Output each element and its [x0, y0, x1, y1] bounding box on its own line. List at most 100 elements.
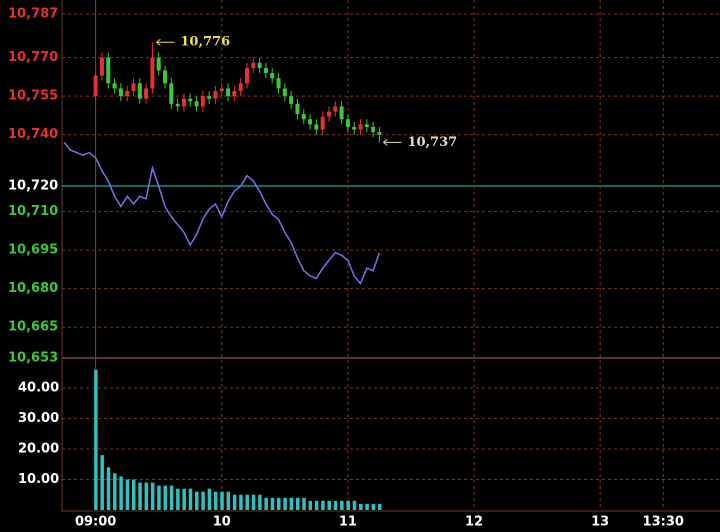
candle-body [137, 83, 142, 99]
volume-bar [327, 500, 331, 510]
candle-body [282, 88, 287, 97]
volume-bar [226, 491, 231, 510]
candle-body [339, 106, 344, 120]
candle-body [169, 83, 174, 104]
candle-body [112, 83, 117, 89]
volume-bar [277, 497, 281, 510]
candle-body [257, 62, 262, 68]
candle-body [295, 103, 300, 115]
volume-bar [113, 473, 117, 510]
volume-bar [150, 482, 155, 510]
y-tick-label: 10,740 [8, 127, 58, 142]
candle-body [181, 98, 186, 107]
y-tick-label: 10,755 [8, 89, 58, 104]
candle-body [219, 88, 224, 92]
candle-body [251, 62, 256, 68]
candle-body [364, 124, 369, 127]
volume-bar [163, 485, 168, 510]
candle-body [320, 116, 325, 130]
candle-body [156, 57, 161, 71]
volume-bar [239, 494, 243, 510]
index-line [63, 141, 381, 286]
candle-body [358, 124, 363, 130]
arrow-stroke [156, 41, 161, 46]
y-tick-label: 10,680 [8, 281, 58, 296]
volume-bar [176, 488, 180, 510]
volume-bar [371, 503, 376, 510]
x-tick-label: 13:30 [643, 515, 684, 530]
x-tick-label: 09:00 [75, 515, 116, 530]
candle-body [175, 103, 180, 107]
candle-body [270, 73, 275, 79]
volume-bar [138, 482, 142, 510]
candle-body [213, 91, 218, 99]
candle-body [93, 75, 98, 97]
annotation-label: 10,776 [180, 35, 230, 50]
candle-body [371, 126, 376, 133]
volume-bar [106, 467, 111, 510]
y-tick-label: 30.00 [18, 411, 59, 426]
candle-body [144, 88, 149, 99]
volume-bar [289, 497, 294, 510]
candle-body [194, 101, 199, 107]
candle-body [207, 96, 212, 99]
candle-body [200, 96, 205, 107]
candle-body [106, 57, 111, 84]
volume-bar [213, 491, 218, 510]
volume-bar [144, 482, 149, 510]
candle-body [326, 111, 331, 117]
candle-body [333, 106, 338, 112]
volume-bar [251, 494, 256, 510]
y-tick-label: 20.00 [18, 442, 59, 457]
volume-bar [295, 497, 300, 510]
volume-bar [359, 503, 363, 510]
candle-body [276, 78, 281, 89]
y-tick-label: 10,770 [8, 50, 58, 65]
candle-body [301, 114, 306, 120]
candle-body [131, 83, 136, 92]
x-tick-label: 13 [591, 515, 609, 530]
candle-body [314, 124, 319, 130]
candle-body [118, 88, 123, 97]
y-tick-label: 40.00 [18, 381, 59, 396]
y-tick-label: 10,710 [8, 204, 58, 219]
volume-bar [346, 500, 350, 510]
volume-bar [201, 491, 205, 510]
volume-bar [157, 485, 161, 510]
volume-bar [182, 488, 186, 510]
volume-bar [119, 476, 123, 510]
candle-body [244, 67, 249, 84]
volume-bar [321, 500, 325, 510]
volume-bar [377, 503, 382, 510]
candle-body [125, 91, 130, 97]
x-tick-label: 11 [339, 515, 357, 530]
volume-bar [188, 488, 193, 510]
volume-bar [100, 455, 104, 510]
volume-bar [195, 491, 199, 510]
candle-body [377, 132, 382, 135]
annotation-arrow [383, 138, 402, 146]
volume-bar [207, 488, 212, 510]
volume-bar [125, 479, 130, 510]
volume-bar [245, 494, 249, 510]
candle-body [238, 83, 243, 92]
volume-bar [314, 500, 319, 510]
candle-body [232, 91, 237, 97]
candle-body [150, 57, 155, 89]
y-tick-label: 10,653 [8, 351, 58, 366]
volume-bar [365, 503, 369, 510]
volume-bar [333, 500, 338, 510]
volume-bar [131, 479, 136, 510]
volume-bar [308, 500, 313, 510]
candle-body [308, 119, 313, 125]
arrow-stroke [383, 141, 388, 146]
volume-bar [232, 494, 237, 510]
volume-bar [270, 497, 275, 510]
candle-body [263, 67, 268, 74]
y-tick-label: 10,720 [8, 179, 58, 194]
annotation-label: 10,737 [407, 135, 457, 150]
candle-body [99, 57, 104, 76]
x-tick-label: 10 [213, 515, 231, 530]
